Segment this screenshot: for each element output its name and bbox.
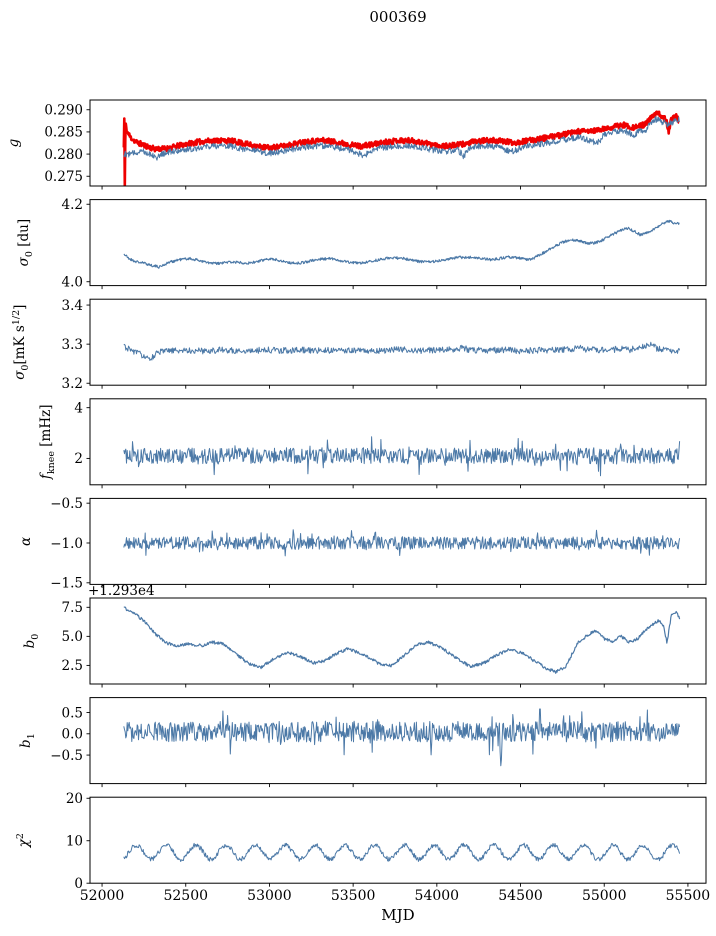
- axes-frame: [89, 697, 707, 785]
- y-tick-label: 3.4: [62, 298, 83, 314]
- axes-frame: [89, 298, 707, 386]
- y-tick-label: 4.2: [62, 197, 83, 213]
- x-tick-label: 52500: [163, 888, 208, 904]
- subplot-g: 0.275 0.280 0.285 0.290 g: [6, 99, 707, 190]
- y-tick-label: 3.2: [62, 376, 83, 392]
- series-sigma0-mks: [123, 341, 681, 361]
- y-tick-label: 0.280: [44, 147, 83, 163]
- axes-frame: [89, 99, 707, 187]
- y-axis-label-sigma0-mks: σ0[mK s1/2]: [11, 305, 31, 380]
- subplot-b1: −0.5 0.0 0.5 b1: [18, 697, 707, 788]
- subplot-sigma0-mks: 3.2 3.3 3.4 σ0[mK s1/2]: [11, 298, 707, 392]
- x-tick-label: 53000: [247, 888, 292, 904]
- y-tick-label: 0.285: [44, 125, 83, 141]
- subplot-group: 0.275 0.280 0.285 0.290 g 4.0 4.2 σ0 [du] 3.2 3.3…: [6, 99, 710, 904]
- x-tick-label: 55500: [666, 888, 711, 904]
- y-tick-label: 20: [66, 791, 83, 807]
- series-chi2: [123, 842, 681, 862]
- y-axis-label-b1: b1: [18, 733, 37, 748]
- series-alpha: [123, 529, 681, 557]
- y-tick-label: 0.0: [62, 727, 83, 743]
- x-tick-label: 52000: [80, 888, 125, 904]
- series-fknee: [123, 436, 681, 477]
- subplot-fknee: 2 4 fknee [mHz]: [38, 398, 707, 489]
- y-axis-label-fknee: fknee [mHz]: [38, 404, 57, 480]
- y-tick-label: 4: [74, 400, 83, 416]
- y-tick-label: −0.5: [50, 496, 83, 512]
- subplot-alpha: −1.5 −1.0 −0.5 α: [18, 496, 707, 592]
- axes-frame: [89, 796, 707, 884]
- series-g-blue: [123, 116, 680, 161]
- series-b0: [123, 606, 681, 674]
- y-tick-label: 0.290: [44, 103, 83, 119]
- axes-frame: [89, 398, 707, 486]
- y-axis-label-alpha: α: [18, 537, 34, 546]
- y-tick-label: −0.5: [50, 748, 83, 764]
- axes-frame: [89, 597, 707, 685]
- y-tick-label: 2.5: [62, 658, 83, 674]
- subplot-b0: 2.5 5.0 7.5 b0: [22, 597, 707, 688]
- y-tick-label: 2: [74, 451, 83, 467]
- y-tick-label: 0.275: [44, 169, 83, 185]
- y-axis-label-g: g: [6, 138, 22, 147]
- y-tick-label: −1.0: [50, 536, 83, 552]
- y-axis-label-chi2: χ2: [15, 833, 32, 848]
- axes-frame: [89, 497, 707, 585]
- y-tick-label: 7.5: [62, 600, 83, 616]
- y-tick-label: 5.0: [62, 629, 83, 645]
- series-g-red: [122, 110, 680, 186]
- subplot-sigma0-du: 4.0 4.2 σ0 [du]: [16, 197, 707, 291]
- y-tick-label: 10: [66, 834, 83, 850]
- y-tick-label: 0: [74, 876, 83, 892]
- subplot-chi2: 0 10 20 χ2 52000 52500 53000 53500 54000 54500 550…: [15, 791, 710, 904]
- y-tick-label: 0.5: [62, 705, 83, 721]
- y-tick-label: −1.5: [50, 576, 83, 592]
- x-tick-label: 54500: [498, 888, 543, 904]
- x-tick-label: 55000: [582, 888, 627, 904]
- axes-frame: [89, 199, 707, 287]
- series-b1: [123, 708, 681, 767]
- y-tick-label: 3.3: [62, 337, 83, 353]
- x-tick-label: 54000: [415, 888, 460, 904]
- x-axis-label: MJD: [381, 906, 414, 924]
- series-sigma0-du: [123, 219, 680, 269]
- figure-title: 000369: [369, 8, 426, 26]
- b0-offset-text: +1.293e4: [88, 583, 155, 599]
- y-axis-label-sigma0-du: σ0 [du]: [16, 219, 35, 266]
- y-axis-label-b0: b0: [22, 634, 41, 649]
- x-tick-label: 53500: [331, 888, 376, 904]
- y-tick-label: 4.0: [62, 275, 83, 291]
